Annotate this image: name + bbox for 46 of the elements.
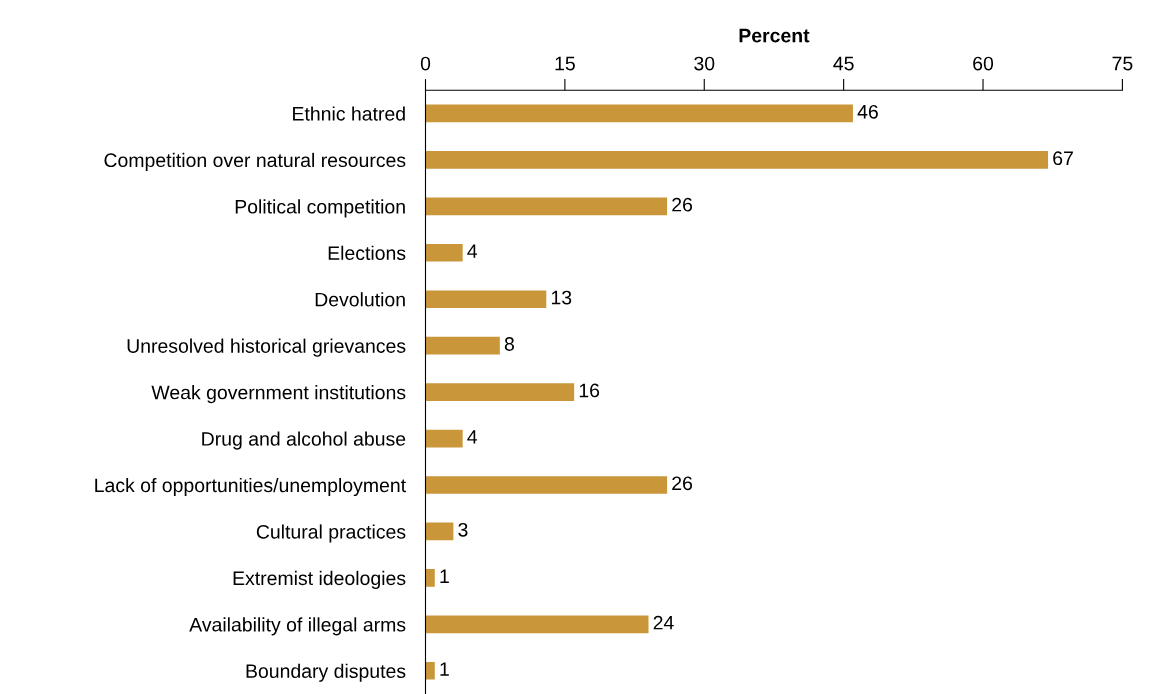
y-tick-label: Drug and alcohol abuse	[202, 431, 406, 450]
y-tick-label: Availability of illegal arms	[189, 617, 406, 636]
data-label: 1	[440, 569, 449, 583]
bar	[425, 476, 668, 494]
bar	[425, 336, 500, 355]
bar	[425, 569, 435, 587]
x-tick-label: 45	[833, 56, 854, 71]
y-tick-label: Extremist ideologies	[233, 570, 406, 589]
data-label: 67	[1053, 151, 1073, 166]
x-axis-title: Percent	[739, 28, 810, 43]
x-tick-label: 15	[555, 56, 575, 71]
y-tick-label: Cultural practices	[256, 524, 406, 543]
data-label: 3	[458, 522, 468, 537]
y-tick-label: Devolution	[315, 292, 405, 307]
bar	[425, 197, 668, 216]
y-tick-label: Ethnic hatred	[293, 106, 405, 121]
y-tick-label: Lack of opportunities/unemployment	[95, 477, 406, 497]
y-tick-label: Boundary disputes	[246, 663, 406, 682]
bar	[425, 383, 575, 401]
data-label: 4	[467, 430, 478, 444]
bar	[425, 661, 435, 680]
y-tick-label: Elections	[328, 245, 406, 261]
data-label: 16	[579, 383, 600, 398]
y-tick-label: Political competition	[235, 199, 405, 218]
data-label: 1	[440, 662, 449, 676]
data-label: 26	[672, 476, 693, 491]
bar	[425, 522, 454, 541]
x-tick-label: 75	[1112, 56, 1133, 71]
bar	[425, 290, 547, 309]
data-label: 13	[551, 290, 572, 305]
y-tick-label: Unresolved historical grievances	[127, 338, 406, 357]
bar	[425, 151, 1049, 169]
data-label: 24	[653, 615, 674, 630]
bar	[425, 243, 463, 262]
data-label: 46	[857, 104, 878, 119]
x-tick-label: 0	[420, 56, 431, 71]
bar	[425, 104, 853, 123]
bar	[425, 429, 463, 448]
data-label: 4	[467, 244, 478, 258]
data-label: 26	[672, 197, 693, 212]
x-tick-label: 60	[973, 56, 994, 71]
data-label: 8	[504, 337, 514, 351]
x-tick-label: 30	[694, 56, 715, 71]
y-tick-label: Competition over natural resources	[104, 152, 406, 171]
y-tick-label: Weak government institutions	[151, 385, 406, 404]
bar	[425, 615, 649, 634]
